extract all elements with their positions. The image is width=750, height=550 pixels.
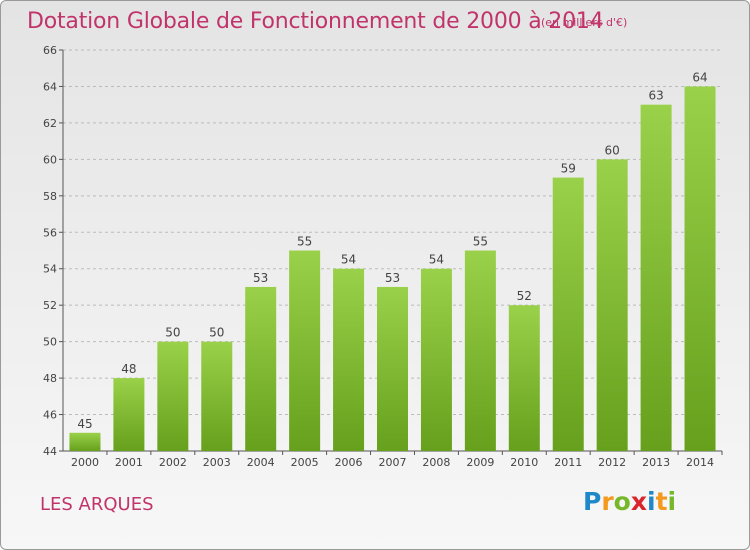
data-label: 64 [692, 70, 707, 84]
data-label: 48 [121, 362, 136, 376]
y-tick-label: 52 [43, 299, 57, 312]
x-tick-label: 2002 [159, 456, 187, 469]
y-tick-label: 54 [43, 263, 57, 276]
x-tick-label: 2003 [203, 456, 231, 469]
chart-title: Dotation Globale de Fonctionnement de 20… [27, 9, 604, 34]
x-tick-label: 2007 [379, 456, 407, 469]
data-label: 45 [77, 417, 92, 431]
data-label: 50 [165, 326, 180, 340]
data-label: 53 [385, 271, 400, 285]
proxiti-logo: Proxiti [583, 487, 676, 516]
bar [157, 341, 189, 451]
bar [684, 86, 716, 452]
bar [420, 268, 452, 451]
logo-letter: P [583, 487, 602, 516]
y-tick-label: 56 [43, 226, 57, 239]
logo-letter: r [601, 487, 614, 516]
bar [201, 341, 233, 451]
y-tick-label: 46 [43, 409, 57, 422]
y-tick-label: 66 [43, 44, 57, 57]
logo-letter: i [647, 487, 656, 516]
data-label: 53 [253, 271, 268, 285]
x-tick-label: 2012 [598, 456, 626, 469]
x-tick-label: 2010 [510, 456, 538, 469]
bar [596, 159, 628, 451]
bar [113, 378, 145, 451]
x-tick-label: 2006 [335, 456, 363, 469]
data-label: 52 [517, 289, 532, 303]
bar [508, 305, 540, 451]
x-tick-label: 2011 [554, 456, 582, 469]
data-label: 60 [605, 143, 620, 157]
data-label: 50 [209, 326, 224, 340]
x-tick-label: 2004 [247, 456, 275, 469]
data-label: 63 [648, 89, 663, 103]
data-label: 55 [297, 235, 312, 249]
bar [69, 432, 101, 451]
logo-letter: i [667, 487, 677, 516]
data-label: 54 [429, 253, 444, 267]
x-tick-label: 2014 [686, 456, 714, 469]
bar [333, 268, 365, 451]
y-tick-label: 50 [43, 336, 57, 349]
labels: 44 46 48 50 52 54 56 58 60 62 64 66 45 2000 48 2001 50 20… [43, 44, 714, 469]
town-name: LES ARQUES [40, 494, 154, 515]
y-tick-label: 44 [43, 445, 57, 458]
bar [464, 250, 496, 451]
bar [377, 286, 408, 451]
bars [69, 86, 716, 452]
logo-letter: o [613, 487, 631, 516]
data-label: 55 [473, 235, 488, 249]
y-tick-label: 60 [43, 153, 57, 166]
x-tick-label: 2009 [466, 456, 494, 469]
data-label: 54 [341, 253, 356, 267]
x-tick-label: 2008 [422, 456, 450, 469]
y-tick-label: 62 [43, 117, 57, 130]
bar [552, 177, 584, 451]
logo-letter: t [655, 487, 668, 516]
x-tick-label: 2005 [291, 456, 319, 469]
bar [640, 104, 672, 451]
x-tick-label: 2000 [71, 456, 99, 469]
y-tick-label: 58 [43, 190, 57, 203]
x-tick-label: 2001 [115, 456, 143, 469]
data-label: 59 [561, 162, 576, 176]
logo-letter: x [630, 487, 647, 516]
y-tick-label: 64 [43, 80, 57, 93]
y-tick-label: 48 [43, 372, 57, 385]
bar [289, 250, 321, 451]
bar [245, 286, 277, 451]
x-tick-label: 2013 [642, 456, 670, 469]
chart-subtitle: (en milliers d'€) [541, 16, 628, 29]
